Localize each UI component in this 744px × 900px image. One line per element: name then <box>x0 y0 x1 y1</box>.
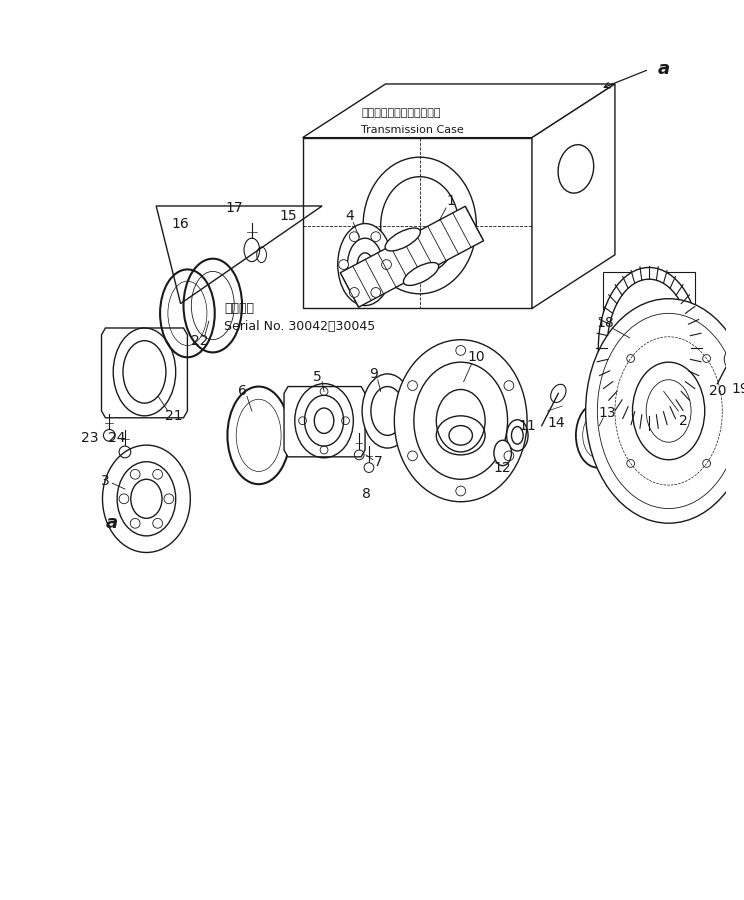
Circle shape <box>371 288 381 297</box>
Circle shape <box>153 518 162 528</box>
Polygon shape <box>101 328 187 418</box>
Ellipse shape <box>385 228 420 251</box>
Text: 9: 9 <box>370 367 378 381</box>
Text: 23: 23 <box>81 431 98 446</box>
Text: 21: 21 <box>165 409 182 423</box>
Text: 適用号機: 適用号機 <box>225 302 254 315</box>
Text: 17: 17 <box>225 201 243 215</box>
Text: 8: 8 <box>362 487 371 501</box>
Text: 3: 3 <box>101 474 110 488</box>
Circle shape <box>350 232 359 241</box>
Text: 13: 13 <box>598 406 616 420</box>
Circle shape <box>339 260 348 269</box>
Text: 20: 20 <box>709 384 726 399</box>
Text: Transmission Case: Transmission Case <box>361 125 464 135</box>
Circle shape <box>350 288 359 297</box>
Ellipse shape <box>403 263 439 285</box>
Ellipse shape <box>586 299 744 523</box>
Polygon shape <box>532 84 615 309</box>
Text: 18: 18 <box>596 316 614 330</box>
Text: 1: 1 <box>446 194 455 208</box>
Text: 11: 11 <box>519 418 536 433</box>
Circle shape <box>119 494 129 504</box>
Polygon shape <box>284 387 365 457</box>
Text: 4: 4 <box>345 209 354 222</box>
Circle shape <box>371 232 381 241</box>
Text: a: a <box>106 514 118 532</box>
Text: 19: 19 <box>731 382 744 397</box>
Polygon shape <box>303 84 615 138</box>
Ellipse shape <box>394 339 527 501</box>
Text: 10: 10 <box>467 350 485 365</box>
Polygon shape <box>303 138 532 309</box>
Circle shape <box>164 494 174 504</box>
Ellipse shape <box>363 158 476 293</box>
Text: 6: 6 <box>237 384 246 399</box>
Circle shape <box>130 518 140 528</box>
Ellipse shape <box>598 267 700 428</box>
Text: 22: 22 <box>191 334 209 347</box>
Text: a: a <box>658 60 670 78</box>
Ellipse shape <box>494 440 511 465</box>
Text: 15: 15 <box>279 209 297 222</box>
Circle shape <box>153 470 162 479</box>
Ellipse shape <box>362 374 413 448</box>
Ellipse shape <box>103 446 190 553</box>
Text: 16: 16 <box>172 217 190 230</box>
Text: 5: 5 <box>312 370 321 383</box>
Ellipse shape <box>338 223 392 305</box>
Circle shape <box>130 470 140 479</box>
Text: 2: 2 <box>679 414 687 427</box>
Polygon shape <box>340 206 484 307</box>
Text: 7: 7 <box>374 454 383 469</box>
Text: 14: 14 <box>548 416 565 429</box>
Circle shape <box>382 260 391 269</box>
Text: 12: 12 <box>494 461 511 474</box>
Text: Serial No. 30042～30045: Serial No. 30042～30045 <box>225 320 376 332</box>
Text: トランスミッションケース: トランスミッションケース <box>361 108 440 118</box>
Text: 24: 24 <box>109 431 126 446</box>
